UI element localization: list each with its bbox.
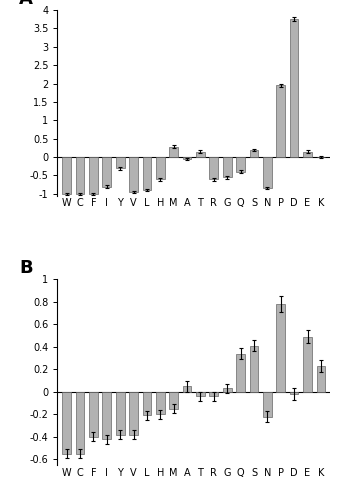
Bar: [303, 336, 312, 392]
Bar: [102, 157, 111, 186]
Bar: [223, 157, 232, 178]
Bar: [170, 392, 178, 408]
Bar: [156, 157, 165, 179]
Bar: [210, 157, 218, 179]
Bar: [62, 157, 71, 194]
Bar: [290, 19, 299, 157]
Bar: [143, 157, 151, 190]
Bar: [76, 392, 84, 454]
Bar: [129, 392, 138, 434]
Text: B: B: [19, 260, 33, 278]
Bar: [196, 392, 205, 396]
Bar: [129, 157, 138, 192]
Bar: [143, 392, 151, 415]
Bar: [276, 304, 285, 392]
Bar: [170, 147, 178, 157]
Bar: [250, 346, 258, 392]
Bar: [236, 354, 245, 392]
Bar: [250, 150, 258, 157]
Bar: [210, 392, 218, 396]
Bar: [290, 392, 299, 394]
Bar: [156, 392, 165, 414]
Bar: [303, 152, 312, 157]
Bar: [263, 157, 272, 188]
Bar: [76, 157, 84, 194]
Bar: [236, 157, 245, 172]
Bar: [62, 392, 71, 454]
Bar: [116, 392, 125, 434]
Bar: [183, 386, 191, 392]
Bar: [263, 392, 272, 416]
Bar: [316, 366, 325, 392]
Bar: [223, 388, 232, 392]
Bar: [102, 392, 111, 439]
Bar: [196, 152, 205, 157]
Bar: [89, 392, 98, 437]
Bar: [183, 157, 191, 159]
Text: A: A: [19, 0, 33, 8]
Bar: [276, 86, 285, 157]
Bar: [89, 157, 98, 194]
Bar: [116, 157, 125, 168]
